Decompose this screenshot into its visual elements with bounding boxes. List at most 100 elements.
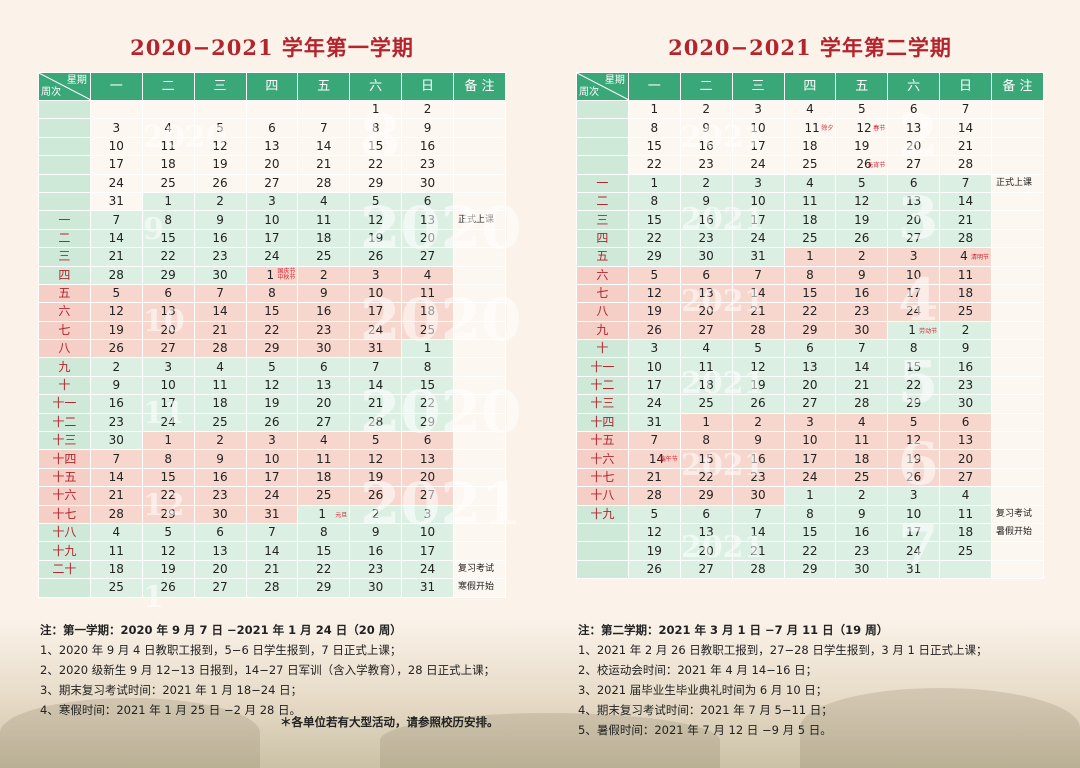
day-cell: 18 — [89, 559, 143, 580]
calendar-week-row: 12 13 14 15 16 17 18 暑假开始 — [576, 522, 1044, 543]
calendar-week-row: 十七 28 29 30 31 1 元旦 2 3 — [38, 504, 506, 524]
day-cell: 10 — [731, 118, 785, 138]
week-number: 十四 — [38, 449, 91, 469]
day-cell: 23 — [835, 302, 889, 322]
day-cell: 23 — [401, 155, 454, 175]
day-cell: 8 — [297, 522, 351, 543]
day-cell: 6 — [401, 191, 454, 212]
day-cell: 23 — [193, 247, 247, 267]
day-cell: 14 — [939, 118, 992, 138]
remark-cell — [991, 320, 1044, 341]
day-cell: 6 — [141, 283, 195, 304]
day-cell: 30 — [89, 431, 143, 451]
day-cell: 17 — [627, 375, 681, 396]
weekday-header: 日 — [939, 72, 992, 101]
day-cell: 16 — [193, 228, 247, 249]
day-cell: 9 — [679, 118, 733, 138]
day-cell: 24 — [141, 412, 195, 433]
day-cell: 3 — [731, 173, 785, 193]
day-cell: 19 — [835, 136, 889, 157]
day-cell: 10 — [349, 283, 403, 304]
day-cell: 20 — [887, 136, 941, 157]
day-cell: 21 — [89, 486, 143, 506]
day-cell: 22 — [627, 155, 681, 175]
day-cell: 6 — [297, 357, 351, 377]
day-cell: 3 — [887, 247, 941, 267]
week-number: 九 — [576, 320, 629, 341]
remark-cell — [453, 302, 506, 322]
day-cell: 13 — [401, 449, 454, 469]
day-cell: 25 — [939, 541, 992, 561]
day-cell: 8 — [783, 504, 837, 524]
remark-cell: 正式上课 — [991, 173, 1044, 193]
day-cell: 25 — [89, 578, 143, 598]
calendar-week-row: 19 20 21 22 23 24 25 — [576, 541, 1044, 561]
day-cell: 28 — [939, 155, 992, 175]
background-fade — [0, 618, 1080, 768]
day-cell: 5 — [193, 118, 247, 138]
day-cell: 26 — [887, 467, 941, 488]
week-number: 十七 — [38, 504, 91, 524]
footnote: ＊各单位若有大型活动，请参照校历安排。 — [280, 715, 499, 729]
day-cell: 4 — [783, 173, 837, 193]
day-cell: 16 — [679, 136, 733, 157]
day-cell: 25 — [679, 394, 733, 414]
day-cell: 19 — [627, 541, 681, 561]
calendar-week-row: 10 11 12 13 14 15 16 — [38, 136, 506, 157]
week-number — [576, 559, 629, 580]
remark-cell — [453, 265, 506, 285]
week-number: 十五 — [38, 467, 91, 488]
day-cell: 31 — [627, 412, 681, 433]
remark-cell — [991, 467, 1044, 488]
day-cell: 10 — [245, 449, 299, 469]
day-cell: 10 — [627, 357, 681, 377]
day-cell: 24 — [731, 155, 785, 175]
semester-2-notes: 注：第二学期：2021 年 3 月 1 日 −7 月 11 日（19 周） 1、2… — [578, 620, 1058, 740]
remark-cell — [453, 136, 506, 157]
remark-cell — [991, 412, 1044, 433]
day-cell: 20 — [679, 302, 733, 322]
day-cell: 24 — [245, 247, 299, 267]
day-cell: 13 — [141, 302, 195, 322]
day-cell: 22 — [401, 394, 454, 414]
remark-cell — [453, 394, 506, 414]
day-cell: 17 — [349, 302, 403, 322]
week-number — [576, 118, 629, 138]
week-number: 十 — [576, 339, 629, 359]
remark-cell — [453, 99, 506, 120]
day-cell: 5 — [89, 283, 143, 304]
calendar-week-row: 十九 11 12 13 14 15 16 17 — [38, 541, 506, 561]
day-cell: 1 国庆节 中秋节 — [245, 265, 299, 285]
day-cell: 2 — [731, 412, 785, 433]
day-cell: 12 — [887, 431, 941, 451]
day-cell: 7 — [297, 118, 351, 138]
week-number: 十 — [38, 375, 91, 396]
day-cell: 8 — [141, 210, 195, 230]
calendar-week-row: 九 26 27 28 29 30 1 劳动节 2 — [576, 320, 1044, 341]
holiday-label: 劳动节 — [919, 327, 938, 335]
week-number: 十一 — [38, 394, 91, 414]
day-cell: 30 — [401, 173, 454, 193]
day-cell: 7 — [89, 210, 143, 230]
calendar-week-row: 五 29 30 31 1 2 3 4 清明节 — [576, 247, 1044, 267]
day-cell: 9 — [297, 283, 351, 304]
remark-cell — [453, 412, 506, 433]
day-cell: 28 — [349, 412, 403, 433]
remark-cell — [453, 173, 506, 193]
graduates-silhouette — [380, 713, 720, 768]
calendar-week-row: 22 23 24 25 26 元宵节 27 28 — [576, 155, 1044, 175]
day-cell: 14 — [939, 191, 992, 212]
day-cell: 28 — [627, 486, 681, 506]
day-cell: 7 — [89, 449, 143, 469]
day-cell: 14 — [89, 467, 143, 488]
day-cell: 22 — [887, 375, 941, 396]
day-cell: 20 — [245, 155, 299, 175]
day-cell: 14 — [835, 357, 889, 377]
day-cell: 4 — [89, 522, 143, 543]
calendar-week-row: 十五 7 8 9 10 11 12 13 — [576, 431, 1044, 451]
day-cell: 26 — [627, 559, 681, 580]
day-cell: 27 — [401, 247, 454, 267]
calendar-week-row: 六 12 13 14 15 16 17 18 — [38, 302, 506, 322]
day-cell: 28 — [835, 394, 889, 414]
day-cell: 4 — [141, 118, 195, 138]
